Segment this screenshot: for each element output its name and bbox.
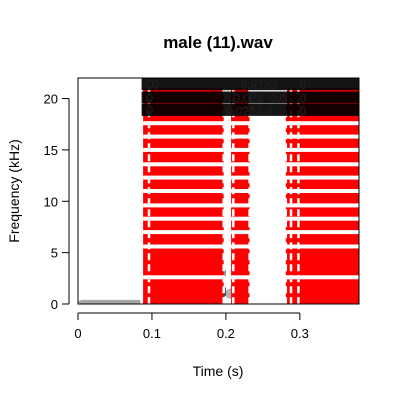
segment-band-gap <box>286 189 359 193</box>
y-tick-label: 5 <box>51 246 58 261</box>
segment-label: 0 <box>146 104 153 118</box>
segment-band-gap <box>286 245 359 249</box>
segment-label: 0.0 <box>270 92 287 106</box>
segment-label: 0.0130 <box>241 78 278 92</box>
segment-band <box>143 88 224 304</box>
x-tick-label: 0 <box>74 326 81 341</box>
y-tick-label: 15 <box>44 143 58 158</box>
segment-band-gap <box>143 203 224 207</box>
segment-band-gap <box>286 135 359 139</box>
segment-bands <box>143 88 359 304</box>
segment-band-gap <box>143 217 224 221</box>
segment-labels: 0 0 0.0130 00 0.052 0.0 00 0.021 0.0 0 <box>142 78 359 118</box>
segment-band-gap <box>286 162 359 166</box>
y-axis-label: Frequency (kHz) <box>6 139 22 242</box>
segment-band <box>286 88 359 304</box>
segment-band-gap <box>143 148 224 152</box>
x-tick-label: 0.1 <box>143 326 161 341</box>
segment-band-gap <box>286 176 359 180</box>
x-tick-label: 0.3 <box>291 326 309 341</box>
segment-band-gap <box>143 162 224 166</box>
y-tick-label: 10 <box>44 194 58 209</box>
segment-band-gap <box>286 275 359 279</box>
segment-label: 0 <box>152 78 159 92</box>
spectrogram-blob <box>78 300 145 304</box>
segment-band-gap <box>286 203 359 207</box>
segment-band-gap <box>143 189 224 193</box>
segment-band-gap <box>143 230 224 234</box>
y-axis: 0 5 10 15 20 <box>44 92 69 313</box>
segment-band-gap <box>286 217 359 221</box>
segment-band-gap <box>143 135 224 139</box>
y-tick-label: 0 <box>51 297 58 312</box>
segment-band-gap <box>143 275 224 279</box>
segment-label: 0 <box>300 104 307 118</box>
x-axis: 0 0.1 0.2 0.3 <box>74 313 308 341</box>
segment-label: 0.0 <box>256 104 273 118</box>
y-tick-label: 20 <box>44 92 58 107</box>
segment-band-gap <box>286 121 359 125</box>
segment-band-gap <box>286 230 359 234</box>
segment-band-gap <box>143 176 224 180</box>
chart-title: male (11).wav <box>163 33 273 52</box>
segment-band <box>231 88 250 304</box>
segment-band-gap <box>231 217 250 221</box>
segment-band-gap <box>143 245 224 249</box>
x-tick-label: 0.2 <box>217 326 235 341</box>
segment-label: 0.021 <box>226 104 256 118</box>
segment-band-gap <box>143 121 224 125</box>
x-axis-label: Time (s) <box>193 363 244 379</box>
segment-band-gap <box>286 148 359 152</box>
segment-label: 0 <box>300 78 307 92</box>
